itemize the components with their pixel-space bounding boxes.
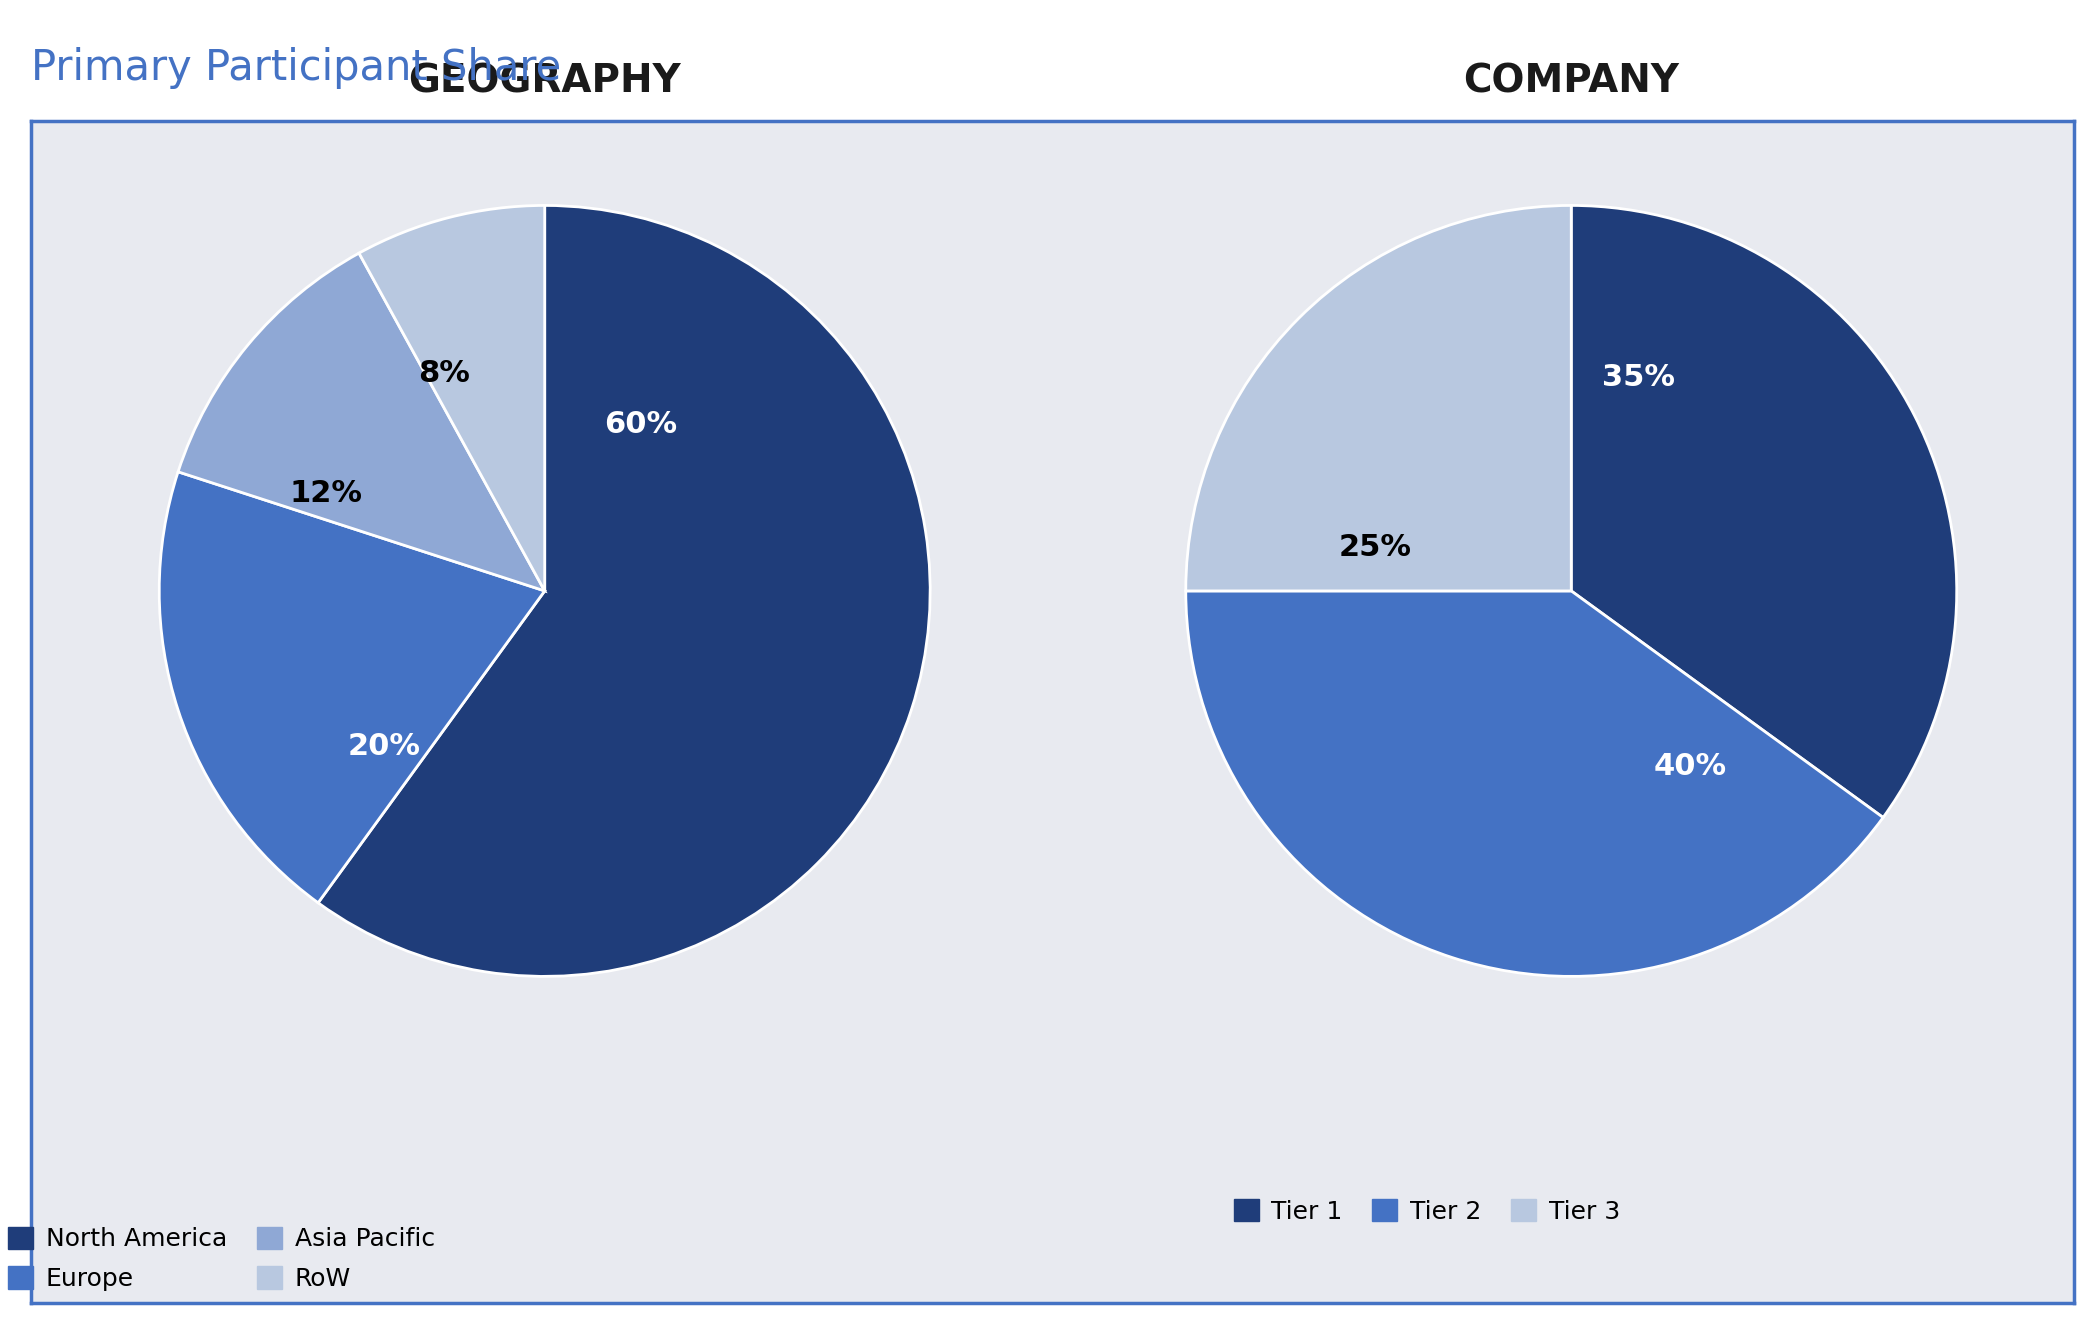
Wedge shape <box>159 471 545 902</box>
Legend: North America, Europe, Asia Pacific, RoW: North America, Europe, Asia Pacific, RoW <box>0 1217 444 1301</box>
Text: 40%: 40% <box>1653 752 1726 782</box>
Wedge shape <box>178 252 545 591</box>
Text: 12%: 12% <box>289 479 362 508</box>
Title: GEOGRAPHY: GEOGRAPHY <box>409 62 681 101</box>
Wedge shape <box>1571 205 1957 818</box>
Wedge shape <box>358 205 545 591</box>
Wedge shape <box>1186 591 1883 976</box>
Text: Primary Participant Share: Primary Participant Share <box>31 47 561 89</box>
Wedge shape <box>1186 205 1571 591</box>
Text: 25%: 25% <box>1339 533 1412 561</box>
Wedge shape <box>318 205 930 976</box>
Text: 60%: 60% <box>605 410 677 439</box>
Text: 8%: 8% <box>419 360 471 388</box>
Text: 35%: 35% <box>1603 363 1676 392</box>
Text: 20%: 20% <box>348 732 421 760</box>
Legend: Tier 1, Tier 2, Tier 3: Tier 1, Tier 2, Tier 3 <box>1223 1189 1630 1234</box>
Title: COMPANY: COMPANY <box>1462 62 1680 101</box>
